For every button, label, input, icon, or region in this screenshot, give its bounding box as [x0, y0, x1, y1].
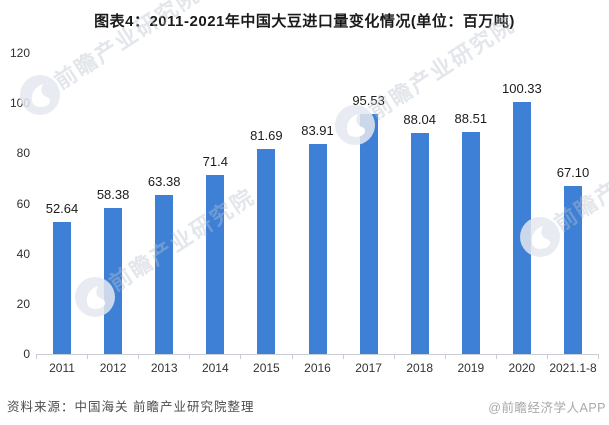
y-axis-tick-label: 100: [9, 96, 30, 111]
y-axis-tick-label: 0: [23, 347, 30, 361]
x-axis-category-label: 2019: [457, 361, 485, 375]
x-axis-category-label: 2014: [201, 361, 229, 375]
x-axis-tick: [291, 355, 293, 359]
x-axis-tick: [547, 355, 548, 359]
y-axis-tick-label: 120: [9, 46, 30, 60]
x-axis-tick: [189, 355, 191, 359]
x-axis-category-label: 2015: [253, 361, 280, 375]
x-axis-tick: [342, 355, 344, 359]
x-axis-category-label: 2018: [406, 361, 434, 375]
bar-2011: [53, 221, 71, 354]
y-axis-tick-label: 20: [16, 296, 30, 311]
x-axis-tick: [495, 355, 497, 359]
bar-2015: [257, 149, 276, 354]
x-axis-category-label: 2011: [49, 361, 75, 375]
data-source-note: 资料来源：中国海关 前瞻产业研究院整理: [7, 400, 255, 414]
bar-2021.1-8: [564, 185, 582, 354]
y-axis-tick-label: 40: [16, 246, 30, 261]
app-credit: @前瞻经济学人APP: [488, 401, 606, 415]
bar-2020: [512, 102, 531, 354]
x-axis-tick: [598, 355, 600, 359]
x-axis-tick: [393, 355, 395, 359]
value-label: 95.53: [352, 93, 385, 109]
bar-2017: [359, 114, 378, 354]
value-label: 81.69: [250, 128, 283, 144]
chart-title: 图表4：2011-2021年中国大豆进口量变化情况(单位：百万吨): [94, 13, 515, 30]
y-axis-tick-label: 80: [16, 146, 30, 161]
x-axis-category-label: 2021.1-8: [549, 361, 597, 375]
bar-2016: [308, 143, 327, 354]
y-axis-tick-label: 60: [16, 196, 30, 211]
x-axis-category-label: 2013: [150, 361, 178, 375]
x-axis-tick: [240, 355, 242, 359]
x-axis-tick: [87, 355, 89, 359]
value-label: 88.51: [454, 110, 488, 126]
x-axis-category-label: 2017: [355, 361, 382, 375]
bar-2014: [206, 174, 225, 354]
bar-2012: [104, 207, 123, 354]
x-axis-category-label: 2012: [99, 361, 127, 375]
x-axis-category-label: 2016: [304, 361, 331, 375]
x-axis-line: [36, 354, 599, 355]
bar-2018: [410, 133, 429, 354]
value-label: 71.4: [202, 153, 228, 169]
value-label: 52.64: [45, 200, 79, 216]
value-label: 58.38: [96, 186, 130, 202]
x-axis-tick: [138, 355, 140, 359]
x-axis-category-label: 2020: [508, 361, 536, 375]
value-label: 100.33: [502, 81, 542, 97]
value-label: 67.10: [556, 164, 590, 180]
value-label: 83.91: [301, 122, 334, 138]
bar-2019: [461, 131, 480, 354]
value-label: 63.38: [147, 174, 181, 190]
bar-2013: [155, 195, 174, 354]
x-axis-tick: [36, 355, 37, 359]
value-label: 88.04: [403, 112, 436, 128]
x-axis-tick: [444, 355, 446, 359]
